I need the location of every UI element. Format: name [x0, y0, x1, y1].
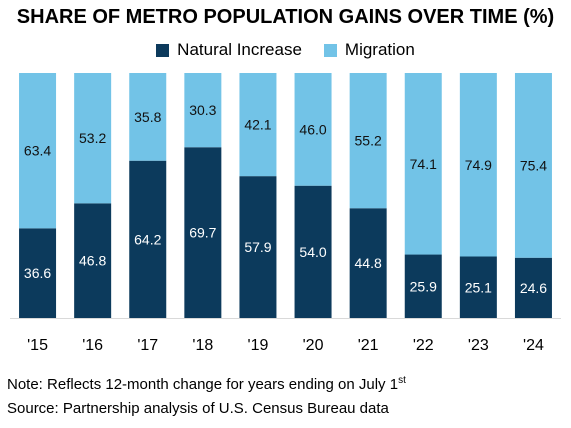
- bar-migration-7: [404, 73, 442, 255]
- bar-natural-increase-5: [294, 185, 332, 318]
- x-tick-label-6: '21: [358, 337, 379, 354]
- chart-title: SHARE OF METRO POPULATION GAINS OVER TIM…: [16, 6, 555, 28]
- bar-migration-6: [349, 73, 387, 209]
- data-label-natural-increase-6: 44.8: [355, 255, 382, 271]
- stacked-bar-chart: 36.6 63.4 '15 46.8 53.2 '16 64.2 35.8 '17 69.7 30.…: [10, 73, 561, 354]
- x-tick-label-4: '19: [248, 337, 269, 354]
- x-tick-label-5: '20: [303, 337, 324, 354]
- bar-migration-8: [459, 73, 497, 257]
- bar-natural-increase-3: [184, 147, 222, 318]
- x-tick-label-2: '17: [137, 337, 158, 354]
- legend-label-migration: Migration: [344, 40, 415, 59]
- legend-item-migration: Migration: [323, 40, 415, 60]
- data-label-migration-6: 55.2: [355, 133, 382, 149]
- data-label-natural-increase-0: 36.6: [24, 265, 51, 281]
- data-label-natural-increase-7: 25.9: [410, 278, 437, 294]
- data-label-natural-increase-2: 64.2: [134, 231, 161, 247]
- x-tick-label-7: '22: [413, 337, 434, 354]
- bar-migration-9: [514, 73, 552, 258]
- data-label-migration-9: 75.4: [520, 157, 547, 173]
- data-label-natural-increase-9: 24.6: [520, 280, 547, 296]
- data-label-natural-increase-4: 57.9: [244, 239, 271, 255]
- footnote-superscript: st: [398, 375, 406, 386]
- legend-label-natural-increase: Natural Increase: [177, 40, 302, 59]
- data-label-natural-increase-5: 54.0: [299, 244, 326, 260]
- data-label-natural-increase-8: 25.1: [465, 279, 492, 295]
- x-tick-label-1: '16: [82, 337, 103, 354]
- data-label-migration-8: 74.9: [465, 157, 492, 173]
- x-tick-label-9: '24: [523, 337, 544, 354]
- bar-migration-3: [184, 73, 222, 148]
- footnote-text: Note: Reflects 12-month change for years…: [7, 376, 399, 393]
- footnote: Note: Reflects 12-month change for years…: [7, 375, 406, 393]
- bar-migration-5: [294, 73, 332, 186]
- bar-migration-0: [19, 73, 57, 229]
- legend-swatch-natural-increase: [156, 43, 170, 57]
- data-label-migration-1: 53.2: [79, 130, 106, 146]
- x-tick-label-0: '15: [27, 337, 48, 354]
- data-label-migration-3: 30.3: [189, 102, 216, 118]
- bar-migration-2: [129, 73, 167, 161]
- data-label-migration-2: 35.8: [134, 109, 161, 125]
- bar-natural-increase-6: [349, 208, 387, 318]
- legend-item-natural-increase: Natural Increase: [156, 40, 302, 60]
- x-tick-label-3: '18: [192, 337, 213, 354]
- bar-natural-increase-2: [129, 160, 167, 318]
- data-label-natural-increase-3: 69.7: [189, 225, 216, 241]
- bar-natural-increase-7: [404, 254, 442, 318]
- bar-natural-increase-1: [74, 203, 112, 318]
- data-label-natural-increase-1: 46.8: [79, 253, 106, 269]
- data-label-migration-7: 74.1: [410, 156, 437, 172]
- source-note: Source: Partnership analysis of U.S. Cen…: [7, 400, 389, 417]
- bar-migration-4: [239, 73, 277, 177]
- bar-natural-increase-8: [459, 256, 497, 318]
- legend: Natural Increase Migration: [0, 40, 571, 60]
- bar-migration-1: [74, 73, 112, 204]
- legend-swatch-migration: [323, 43, 337, 57]
- data-label-migration-4: 42.1: [244, 117, 271, 133]
- bar-natural-increase-0: [19, 228, 57, 318]
- data-label-migration-0: 63.4: [24, 143, 51, 159]
- bar-natural-increase-4: [239, 176, 277, 318]
- x-tick-label-8: '23: [468, 337, 489, 354]
- data-label-migration-5: 46.0: [299, 121, 326, 137]
- bar-natural-increase-9: [514, 257, 552, 318]
